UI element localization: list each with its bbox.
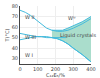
svg-text:400: 400 (86, 66, 96, 72)
svg-text:50: 50 (12, 34, 18, 40)
svg-text:C₁₂E₅/%: C₁₂E₅/% (46, 72, 65, 78)
svg-text:80: 80 (12, 3, 18, 9)
svg-text:40: 40 (12, 45, 18, 51)
svg-text:100: 100 (33, 66, 43, 72)
svg-text:300: 300 (68, 66, 78, 72)
svg-text:0: 0 (18, 66, 21, 72)
svg-text:T(°C): T(°C) (4, 28, 10, 42)
svg-text:30: 30 (12, 55, 18, 61)
svg-text:W II: W II (25, 14, 34, 20)
svg-text:200: 200 (51, 66, 61, 72)
svg-text:W I: W I (25, 52, 33, 58)
svg-text:60: 60 (12, 24, 18, 30)
svg-text:Wᴵᵛ: Wᴵᵛ (68, 15, 76, 21)
svg-text:Liquid crystals: Liquid crystals (60, 32, 96, 39)
svg-text:W III: W III (25, 34, 36, 40)
svg-text:70: 70 (12, 13, 18, 19)
